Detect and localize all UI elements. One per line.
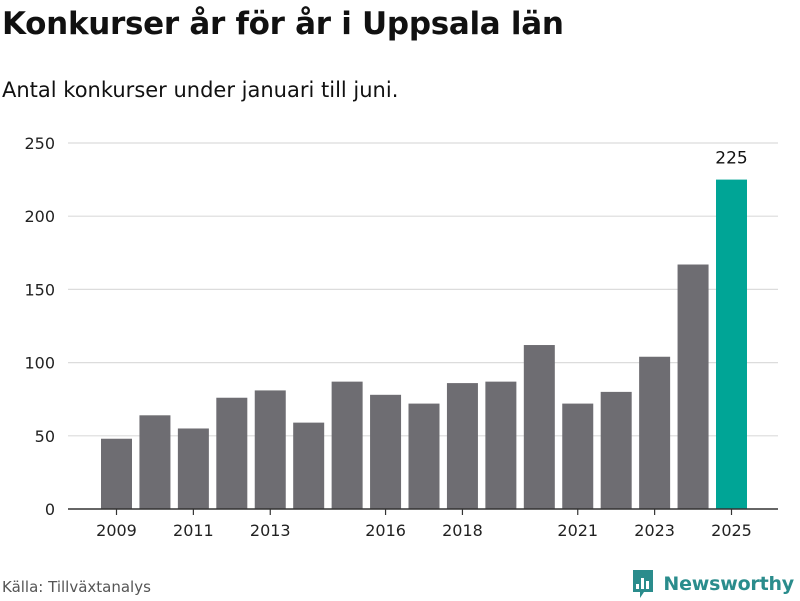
- bar-2016: [370, 394, 402, 509]
- brand: Newsworthy: [631, 567, 794, 601]
- y-tick-label: 0: [45, 500, 55, 519]
- bar-2019: [485, 381, 517, 509]
- x-tick-label: 2009: [96, 521, 137, 540]
- bar-2014: [293, 422, 325, 509]
- x-tick-label: 2013: [250, 521, 291, 540]
- bar-2012: [216, 397, 248, 509]
- bar-2017: [408, 403, 440, 509]
- bar-2020: [523, 345, 555, 509]
- axes: [68, 508, 778, 515]
- x-tick-label: 2021: [557, 521, 598, 540]
- bar-2015: [331, 381, 363, 509]
- bar-2023: [639, 356, 671, 509]
- bar-2011: [177, 428, 209, 509]
- bar-chart: 0 50 100 150 200 250 2009 2011 2013 2016 2018 2021 2…: [24, 134, 778, 540]
- chart-subtitle: Antal konkurser under januari till juni.: [2, 78, 399, 102]
- y-tick-label: 100: [24, 354, 55, 373]
- bar-2013: [254, 390, 286, 509]
- brand-name: Newsworthy: [663, 573, 794, 595]
- bar-2025: [716, 179, 747, 509]
- y-tick-label: 200: [24, 207, 55, 226]
- bar-2018: [446, 383, 478, 509]
- x-tick-label: 2023: [634, 521, 675, 540]
- labels: 0 50 100 150 200 250 2009 2011 2013 2016 2018 2021 2…: [24, 134, 751, 540]
- bars: [101, 179, 747, 509]
- newsworthy-logo-icon: [633, 570, 654, 598]
- bar-2010: [139, 415, 171, 509]
- bar-2024: [677, 264, 709, 509]
- y-tick-label: 250: [24, 134, 55, 153]
- bar-2022: [600, 391, 632, 509]
- x-tick-label: 2011: [173, 521, 214, 540]
- grid-lines: [68, 142, 778, 437]
- chart-title: Konkurser år för år i Uppsala län: [2, 6, 564, 42]
- y-tick-label: 150: [24, 280, 55, 299]
- bar-2009: [101, 438, 132, 509]
- bar-2021: [562, 403, 594, 509]
- x-tick-label: 2025: [711, 521, 752, 540]
- data-label-2025: 225: [715, 149, 747, 169]
- x-tick-label: 2016: [365, 521, 406, 540]
- source-note: Källa: Tillväxtanalys: [2, 578, 151, 596]
- y-tick-label: 50: [35, 427, 55, 446]
- x-tick-label: 2018: [442, 521, 483, 540]
